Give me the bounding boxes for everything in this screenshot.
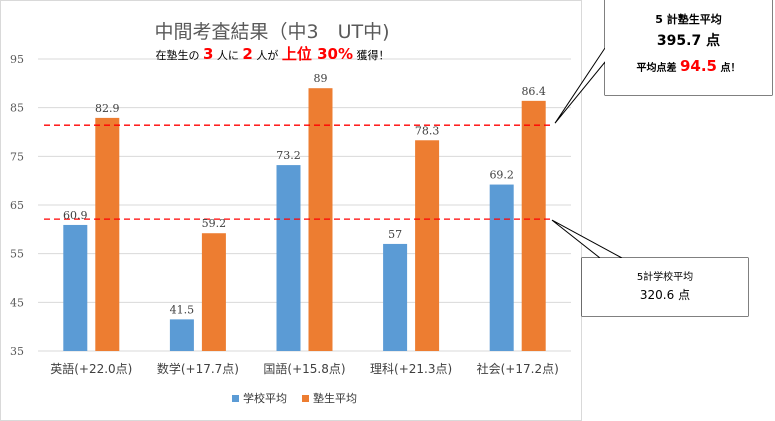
y-tick-labels: 35 45 55 65 75 85 95	[10, 53, 24, 358]
bar-school	[276, 165, 301, 351]
y-tick-label: 85	[10, 102, 24, 115]
y-tick-label: 45	[10, 296, 24, 309]
data-label: 86.4	[521, 85, 546, 98]
y-tick-label: 65	[10, 199, 24, 212]
legend-label-school: 学校平均	[243, 392, 287, 405]
subtitle-count-2: 2	[242, 45, 253, 63]
grid-lines	[38, 58, 571, 352]
x-tick-labels: 英語(+22.0点) 数学(+17.7点) 国語(+15.8点) 理科(+21.3点)…	[50, 361, 559, 376]
subtitle-top-30: 上位 30%	[281, 45, 353, 63]
data-label: 73.2	[276, 149, 301, 162]
data-labels: 60.9 41.5 73.2 57 69.2 82.9 59.2 89 78.3 86.4	[63, 72, 546, 316]
juku-callout-title: 5 計塾生平均	[655, 13, 722, 26]
data-label: 57	[388, 228, 402, 241]
subtitle-part: 人が	[256, 49, 279, 62]
legend-swatch-juku	[302, 394, 309, 402]
y-tick-label: 75	[10, 150, 24, 163]
y-tick-label: 35	[10, 345, 24, 358]
juku-callout-diff: 平均点差 94.5 点！	[605, 57, 772, 75]
data-label: 59.2	[202, 217, 227, 230]
data-label: 41.5	[170, 303, 195, 316]
legend-swatch-school	[232, 394, 239, 402]
legend-label-juku: 塾生平均	[313, 392, 357, 405]
data-label: 69.2	[489, 169, 514, 182]
subtitle-part: 獲得！	[356, 49, 390, 62]
juku-callout-value: 395.7 点	[656, 33, 721, 49]
subtitle-part: 在塾生の	[155, 49, 200, 62]
bar-juku	[521, 100, 546, 351]
data-label: 89	[314, 72, 328, 85]
subtitle-count-3: 3	[202, 45, 214, 63]
data-label: 82.9	[95, 102, 120, 115]
bar-juku	[201, 233, 226, 351]
x-tick-label: 理科(+21.3点)	[370, 362, 452, 376]
x-tick-label: 社会(+17.2点)	[477, 361, 559, 376]
juku-diff-suffix: 点！	[720, 63, 741, 74]
data-label: 60.9	[63, 209, 88, 222]
x-tick-label: 英語(+22.0点)	[50, 361, 132, 376]
bar-juku	[415, 140, 440, 351]
bar-school	[489, 184, 514, 351]
school-callout-value: 320.6 点	[639, 288, 691, 302]
legend-item-school: 学校平均	[232, 390, 287, 406]
reference-lines	[44, 124, 553, 220]
chart-subtitle: 在塾生の 3 人に 2 人が 上位 30% 獲得！	[140, 43, 405, 64]
x-tick-label: 国語(+15.8点)	[263, 361, 345, 376]
juku-diff-prefix: 平均点差	[636, 63, 677, 74]
y-tick-label: 55	[10, 248, 24, 261]
bar-school	[169, 319, 194, 351]
data-label: 78.3	[415, 124, 440, 137]
bars	[63, 88, 546, 352]
school-callout-title: 5計学校平均	[636, 272, 694, 283]
juku-average-callout: 5 計塾生平均 395.7 点 平均点差 94.5 点！	[605, 0, 772, 95]
y-tick-label: 95	[10, 53, 24, 66]
subtitle-part: 人に	[216, 49, 239, 62]
chart-title: 中間考査結果（中3 UT中)	[154, 21, 389, 43]
bar-school	[383, 243, 408, 351]
x-tick-label: 数学(+17.7点)	[157, 361, 239, 376]
school-average-callout: 5計学校平均 320.6 点	[582, 258, 748, 316]
bar-juku	[95, 117, 120, 352]
bar-school	[63, 224, 88, 351]
juku-diff-value: 94.5	[679, 57, 717, 75]
legend-item-juku: 塾生平均	[302, 390, 357, 406]
